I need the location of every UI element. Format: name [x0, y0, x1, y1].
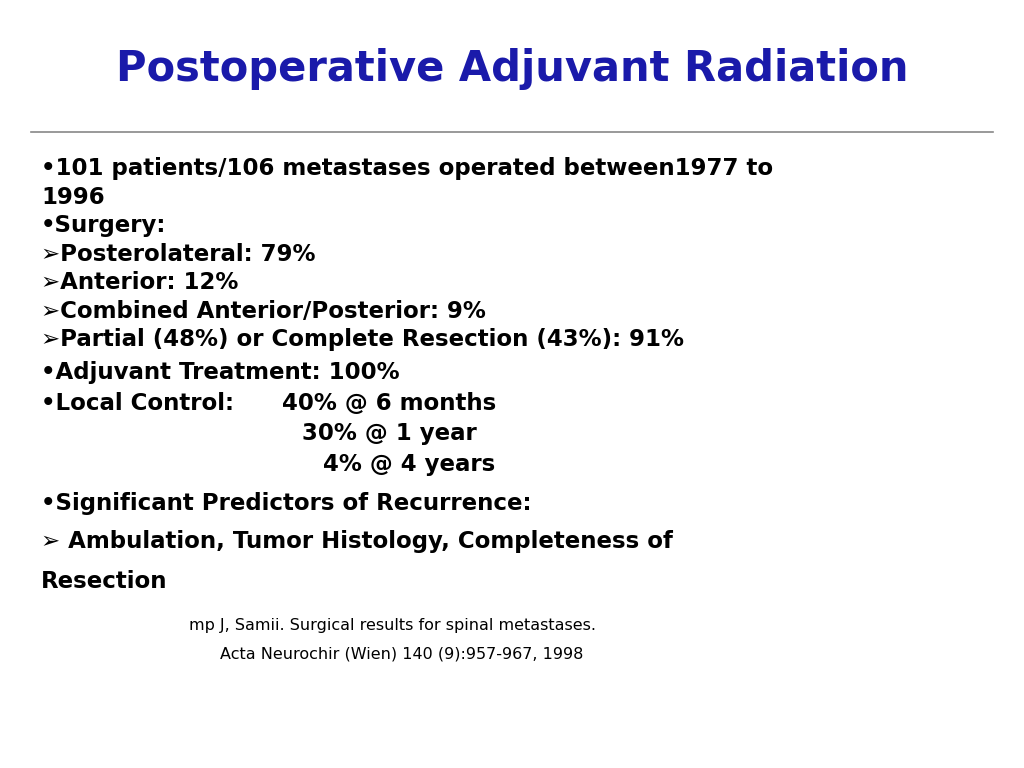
Text: ➢ Ambulation, Tumor Histology, Completeness of: ➢ Ambulation, Tumor Histology, Completen…	[41, 530, 673, 553]
Text: 30% @ 1 year: 30% @ 1 year	[302, 422, 477, 445]
Text: 1996: 1996	[41, 186, 104, 209]
Text: •Surgery:: •Surgery:	[41, 214, 166, 237]
Text: Postoperative Adjuvant Radiation: Postoperative Adjuvant Radiation	[116, 48, 908, 90]
Text: •101 patients/106 metastases operated between1977 to: •101 patients/106 metastases operated be…	[41, 157, 773, 180]
Text: •Local Control:      40% @ 6 months: •Local Control: 40% @ 6 months	[41, 392, 497, 415]
Text: Resection: Resection	[41, 570, 168, 593]
Text: ➢Partial (48%) or Complete Resection (43%): 91%: ➢Partial (48%) or Complete Resection (43…	[41, 328, 684, 351]
Text: ➢Anterior: 12%: ➢Anterior: 12%	[41, 271, 239, 294]
Text: •Significant Predictors of Recurrence:: •Significant Predictors of Recurrence:	[41, 492, 531, 515]
Text: ➢Combined Anterior/Posterior: 9%: ➢Combined Anterior/Posterior: 9%	[41, 300, 485, 323]
Text: mp J, Samii. Surgical results for spinal metastases.: mp J, Samii. Surgical results for spinal…	[189, 618, 596, 634]
Text: Acta Neurochir (Wien) 140 (9):957-967, 1998: Acta Neurochir (Wien) 140 (9):957-967, 1…	[220, 647, 584, 662]
Text: 4% @ 4 years: 4% @ 4 years	[323, 453, 495, 476]
Text: •Adjuvant Treatment: 100%: •Adjuvant Treatment: 100%	[41, 361, 399, 384]
Text: ➢Posterolateral: 79%: ➢Posterolateral: 79%	[41, 243, 315, 266]
